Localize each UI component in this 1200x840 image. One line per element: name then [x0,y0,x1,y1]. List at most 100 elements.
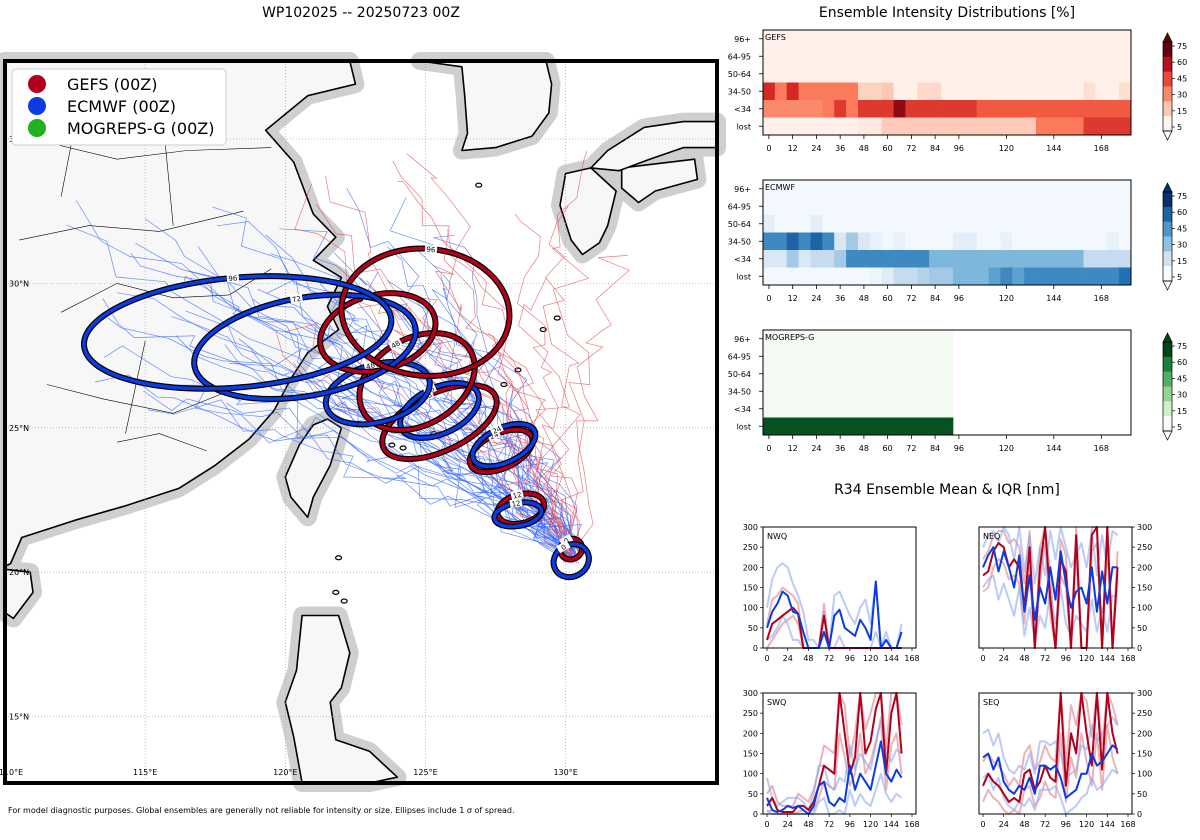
ecmwf-track [102,298,579,550]
heatmap-xtick-label: 96 [954,294,964,303]
lat-label: 30°N [9,279,29,288]
heatmap-cell [1107,47,1120,66]
ellipse-hour-label: 96 [228,274,238,283]
heatmap-cell [810,250,823,268]
island-6 [334,555,343,561]
heatmap-cell [1083,65,1096,83]
r34-ytick-label: 50 [1137,790,1147,799]
heatmap-xtick-label: 60 [883,294,893,303]
r34-xtick-label: 144 [1100,820,1115,829]
heatmap-cell [798,82,811,101]
heatmap-cell [810,215,823,233]
heatmap-cell [1083,232,1096,251]
colorbar-tick-label: 60 [1177,208,1187,217]
heatmap-cell [1059,100,1073,118]
heatmap-cell [834,400,847,418]
heatmap-cell [893,400,906,418]
heatmap-cell [1059,197,1073,216]
heatmap-xtick-label: 36 [835,294,845,303]
heatmap-xtick-label: 48 [859,444,869,453]
heatmap-row-label: <34 [734,255,751,264]
r34-quadrant-name: NWQ [767,532,787,541]
heatmap-cell [834,347,847,366]
heatmap-xtick-label: 12 [788,294,798,303]
heatmap-cell [893,65,906,83]
heatmap-cell [834,100,847,118]
heatmap-cell [964,47,978,66]
colorbar-tick-label: 75 [1177,42,1187,51]
heatmap-cell [881,30,894,48]
heatmap-cell [798,180,811,198]
heatmap-cell [1024,47,1037,66]
heatmap-cell [964,215,978,233]
r34-ytick-label: 250 [1137,709,1152,718]
colorbar-tick-label: 5 [1177,273,1182,282]
heatmap-cell [976,30,989,48]
r34-xtick-label: 144 [884,654,899,663]
colorbar-tick-label: 30 [1177,241,1187,250]
heatmap-cell [893,232,906,251]
colorbar-tick-label: 60 [1177,358,1187,367]
colorbar-segment [1163,86,1172,102]
heatmap-cell [1071,65,1084,83]
heatmap-cell [964,232,978,251]
heatmap-xtick-label: 12 [788,144,798,153]
colorbar-segment [1163,71,1172,87]
heatmap-cell [988,197,1001,216]
heatmap-cell [1024,117,1037,136]
r34-panel-neq: NEQ 0 50 100 150 200 250 300 0 24 48 72 96 120 144 168 [978,523,1152,663]
heatmap-xtick-label: 36 [835,144,845,153]
ecmwf-track [226,402,564,556]
heatmap-cell [798,382,811,401]
heatmap-cell [929,232,942,251]
colorbar-tick-label: 45 [1177,374,1187,383]
r34-xtick-label: 48 [1019,820,1029,829]
heatmap-cell [1000,232,1013,251]
heatmap-cell [1036,47,1049,66]
heatmap-cell [988,180,1001,198]
heatmap-cell [1095,215,1108,233]
heatmap-cell [846,30,859,48]
r34-xtick-label: 72 [1040,654,1050,663]
lon-label: 120°E [273,768,297,777]
heatmap-cell [929,347,942,366]
heatmap-cell [857,250,871,268]
heatmap-cell [1000,180,1013,198]
heatmap-cell [798,100,811,118]
heatmap-cell [881,365,894,383]
heatmap-xtick-label: 120 [999,444,1014,453]
colorbar-segment [1163,251,1172,267]
heatmap-cell [846,197,859,216]
heatmap-cell [834,215,847,233]
heatmap-cell [846,382,859,401]
heatmap-cell [1024,267,1037,286]
r34-xtick-label: 168 [904,654,919,663]
heatmap-cell [941,382,954,401]
r34-xtick-label: 96 [1061,654,1071,663]
heatmap-cell [917,180,930,198]
heatmap-cell [1024,30,1037,48]
gefs-track [433,265,580,555]
heatmap-xtick-label: 168 [1094,444,1109,453]
heatmap-cell [988,117,1001,136]
ecmwf-q75-line [766,716,903,811]
heatmap-cell [1000,47,1013,66]
heatmap-xtick-label: 168 [1094,294,1109,303]
heatmap-cell [1095,250,1108,268]
heatmap-cell [810,347,823,366]
heatmap-cell [810,417,823,436]
r34-ytick-label: 100 [743,770,758,779]
heatmap-cell [1036,30,1049,48]
colorbar-tick-label: 75 [1177,192,1187,201]
heatmap-cell [917,365,930,383]
colorbar-segment [1163,101,1172,117]
heatmap-cell [763,267,776,286]
heatmap-cell [952,180,966,198]
heatmap-xtick-label: 0 [766,294,771,303]
r34-quadrant-name: NEQ [983,532,1000,541]
intensity-distributions: GEFS 96+ 64-95 50-64 34-50 <34 lost 0 12 24 36 48 60… [728,29,1187,453]
heatmap-cell [822,250,835,268]
heatmap-cell [822,400,835,418]
ellipse-label-bg [489,423,504,436]
r34-xtick-label: 24 [783,654,793,663]
